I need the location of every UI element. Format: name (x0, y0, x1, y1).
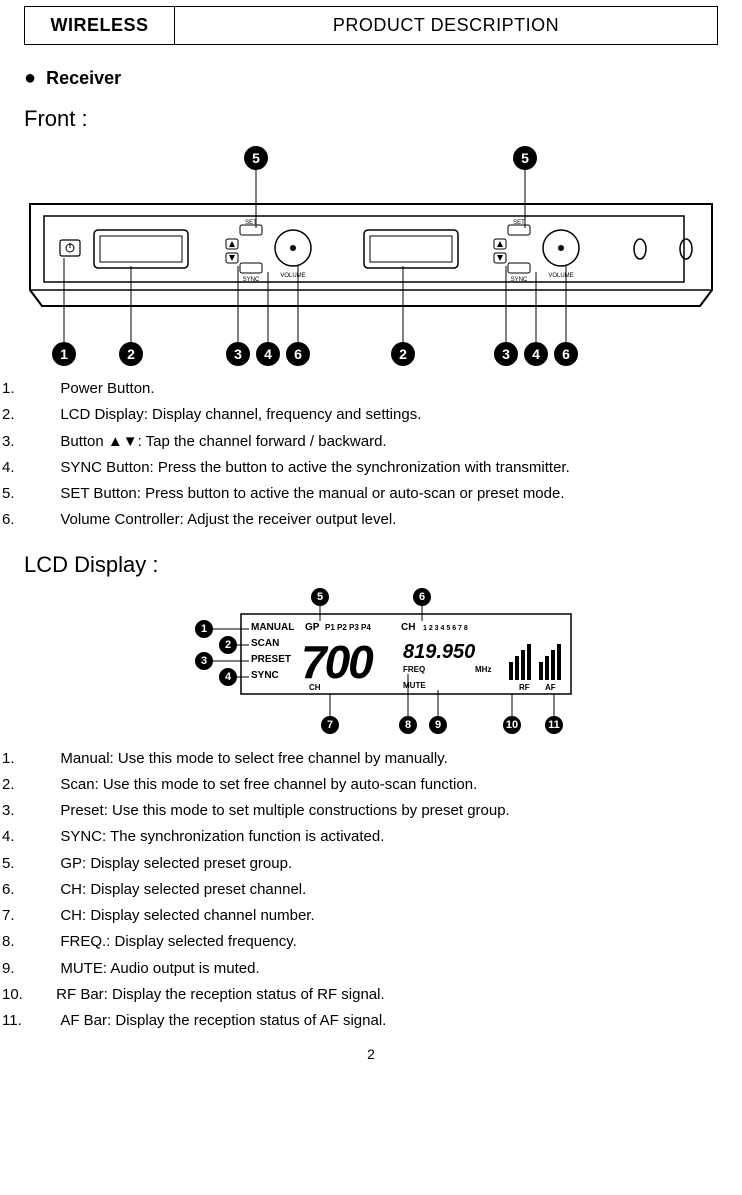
list-item: 1. Manual: Use this mode to select free … (30, 746, 718, 772)
svg-text:MANUAL: MANUAL (251, 622, 294, 633)
list-item: 5. GP: Display selected preset group. (30, 851, 718, 877)
list-item: 3. Button ▲▼: Tap the channel forward / … (30, 429, 718, 455)
callout-badge: 4 (256, 342, 280, 366)
callout-badge: 2 (119, 342, 143, 366)
front-panel-svg: SET SYNC VOLUME SET (24, 146, 718, 366)
list-item: 4. SYNC Button: Press the button to acti… (30, 455, 718, 481)
list-item: 11. AF Bar: Display the reception status… (30, 1008, 718, 1034)
svg-text:CH: CH (309, 683, 321, 692)
callout-badge: 5 (244, 146, 268, 170)
page-header: WIRELESS PRODUCT DESCRIPTION (24, 6, 718, 45)
callout-badge: 8 (399, 716, 417, 734)
callout-badge: 6 (413, 588, 431, 606)
front-heading: Front : (24, 106, 718, 132)
callout-badge: 2 (391, 342, 415, 366)
lcd-list: 1. Manual: Use this mode to select free … (30, 746, 718, 1035)
callout-badge: 2 (219, 636, 237, 654)
list-item: 7. CH: Display selected channel number. (30, 903, 718, 929)
svg-text:VOLUME: VOLUME (280, 273, 305, 279)
svg-text:SET: SET (513, 220, 525, 226)
front-list: 1. Power Button. 2. LCD Display: Display… (30, 376, 718, 534)
list-item: 3. Preset: Use this mode to set multiple… (30, 798, 718, 824)
svg-text:SCAN: SCAN (251, 638, 279, 649)
list-item: 2. Scan: Use this mode to set free chann… (30, 772, 718, 798)
lcd-diagram: MANUAL SCAN PRESET SYNC GP P1 P2 P3 P4 C… (131, 588, 611, 738)
front-panel-diagram: SET SYNC VOLUME SET (24, 146, 718, 366)
svg-text:P1 P2 P3 P4: P1 P2 P3 P4 (325, 623, 371, 632)
svg-text:SET: SET (245, 220, 257, 226)
list-item: 6. CH: Display selected preset channel. (30, 877, 718, 903)
callout-badge: 7 (321, 716, 339, 734)
callout-badge: 10 (503, 716, 521, 734)
svg-text:CH: CH (401, 622, 415, 633)
svg-text:RF: RF (519, 683, 530, 692)
svg-text:1 2 3 4 5 6 7 8: 1 2 3 4 5 6 7 8 (423, 625, 468, 632)
list-item: 2. LCD Display: Display channel, frequen… (30, 402, 718, 428)
svg-text:MHz: MHz (475, 665, 491, 674)
svg-text:SYNC: SYNC (243, 277, 260, 283)
callout-badge: 6 (286, 342, 310, 366)
lcd-heading: LCD Display : (24, 552, 718, 578)
svg-text:GP: GP (305, 622, 320, 633)
header-title: PRODUCT DESCRIPTION (175, 7, 717, 44)
callout-badge: 11 (545, 716, 563, 734)
section-title: Receiver (24, 67, 718, 90)
list-item: 4. SYNC: The synchronization function is… (30, 824, 718, 850)
list-item: 10. RF Bar: Display the reception status… (30, 982, 718, 1008)
callout-badge: 5 (513, 146, 537, 170)
svg-text:VOLUME: VOLUME (548, 273, 573, 279)
callout-badge: 3 (195, 652, 213, 670)
callout-badge: 3 (226, 342, 250, 366)
list-item: 5. SET Button: Press button to active th… (30, 481, 718, 507)
svg-text:FREQ: FREQ (403, 665, 425, 674)
svg-text:700: 700 (301, 636, 374, 688)
callout-badge: 4 (219, 668, 237, 686)
page-number: 2 (24, 1046, 718, 1062)
callout-badge: 6 (554, 342, 578, 366)
svg-text:MUTE: MUTE (403, 681, 426, 690)
list-item: 6. Volume Controller: Adjust the receive… (30, 507, 718, 533)
svg-text:SYNC: SYNC (511, 277, 528, 283)
svg-text:819.950: 819.950 (403, 641, 475, 663)
header-brand: WIRELESS (25, 7, 175, 44)
list-item: 8. FREQ.: Display selected frequency. (30, 929, 718, 955)
callout-badge: 3 (494, 342, 518, 366)
callout-badge: 1 (195, 620, 213, 638)
svg-text:AF: AF (545, 683, 556, 692)
callout-badge: 5 (311, 588, 329, 606)
list-item: 1. Power Button. (30, 376, 718, 402)
svg-text:SYNC: SYNC (251, 670, 279, 681)
callout-badge: 4 (524, 342, 548, 366)
callout-badge: 1 (52, 342, 76, 366)
list-item: 9. MUTE: Audio output is muted. (30, 956, 718, 982)
callout-badge: 9 (429, 716, 447, 734)
svg-text:PRESET: PRESET (251, 654, 291, 665)
